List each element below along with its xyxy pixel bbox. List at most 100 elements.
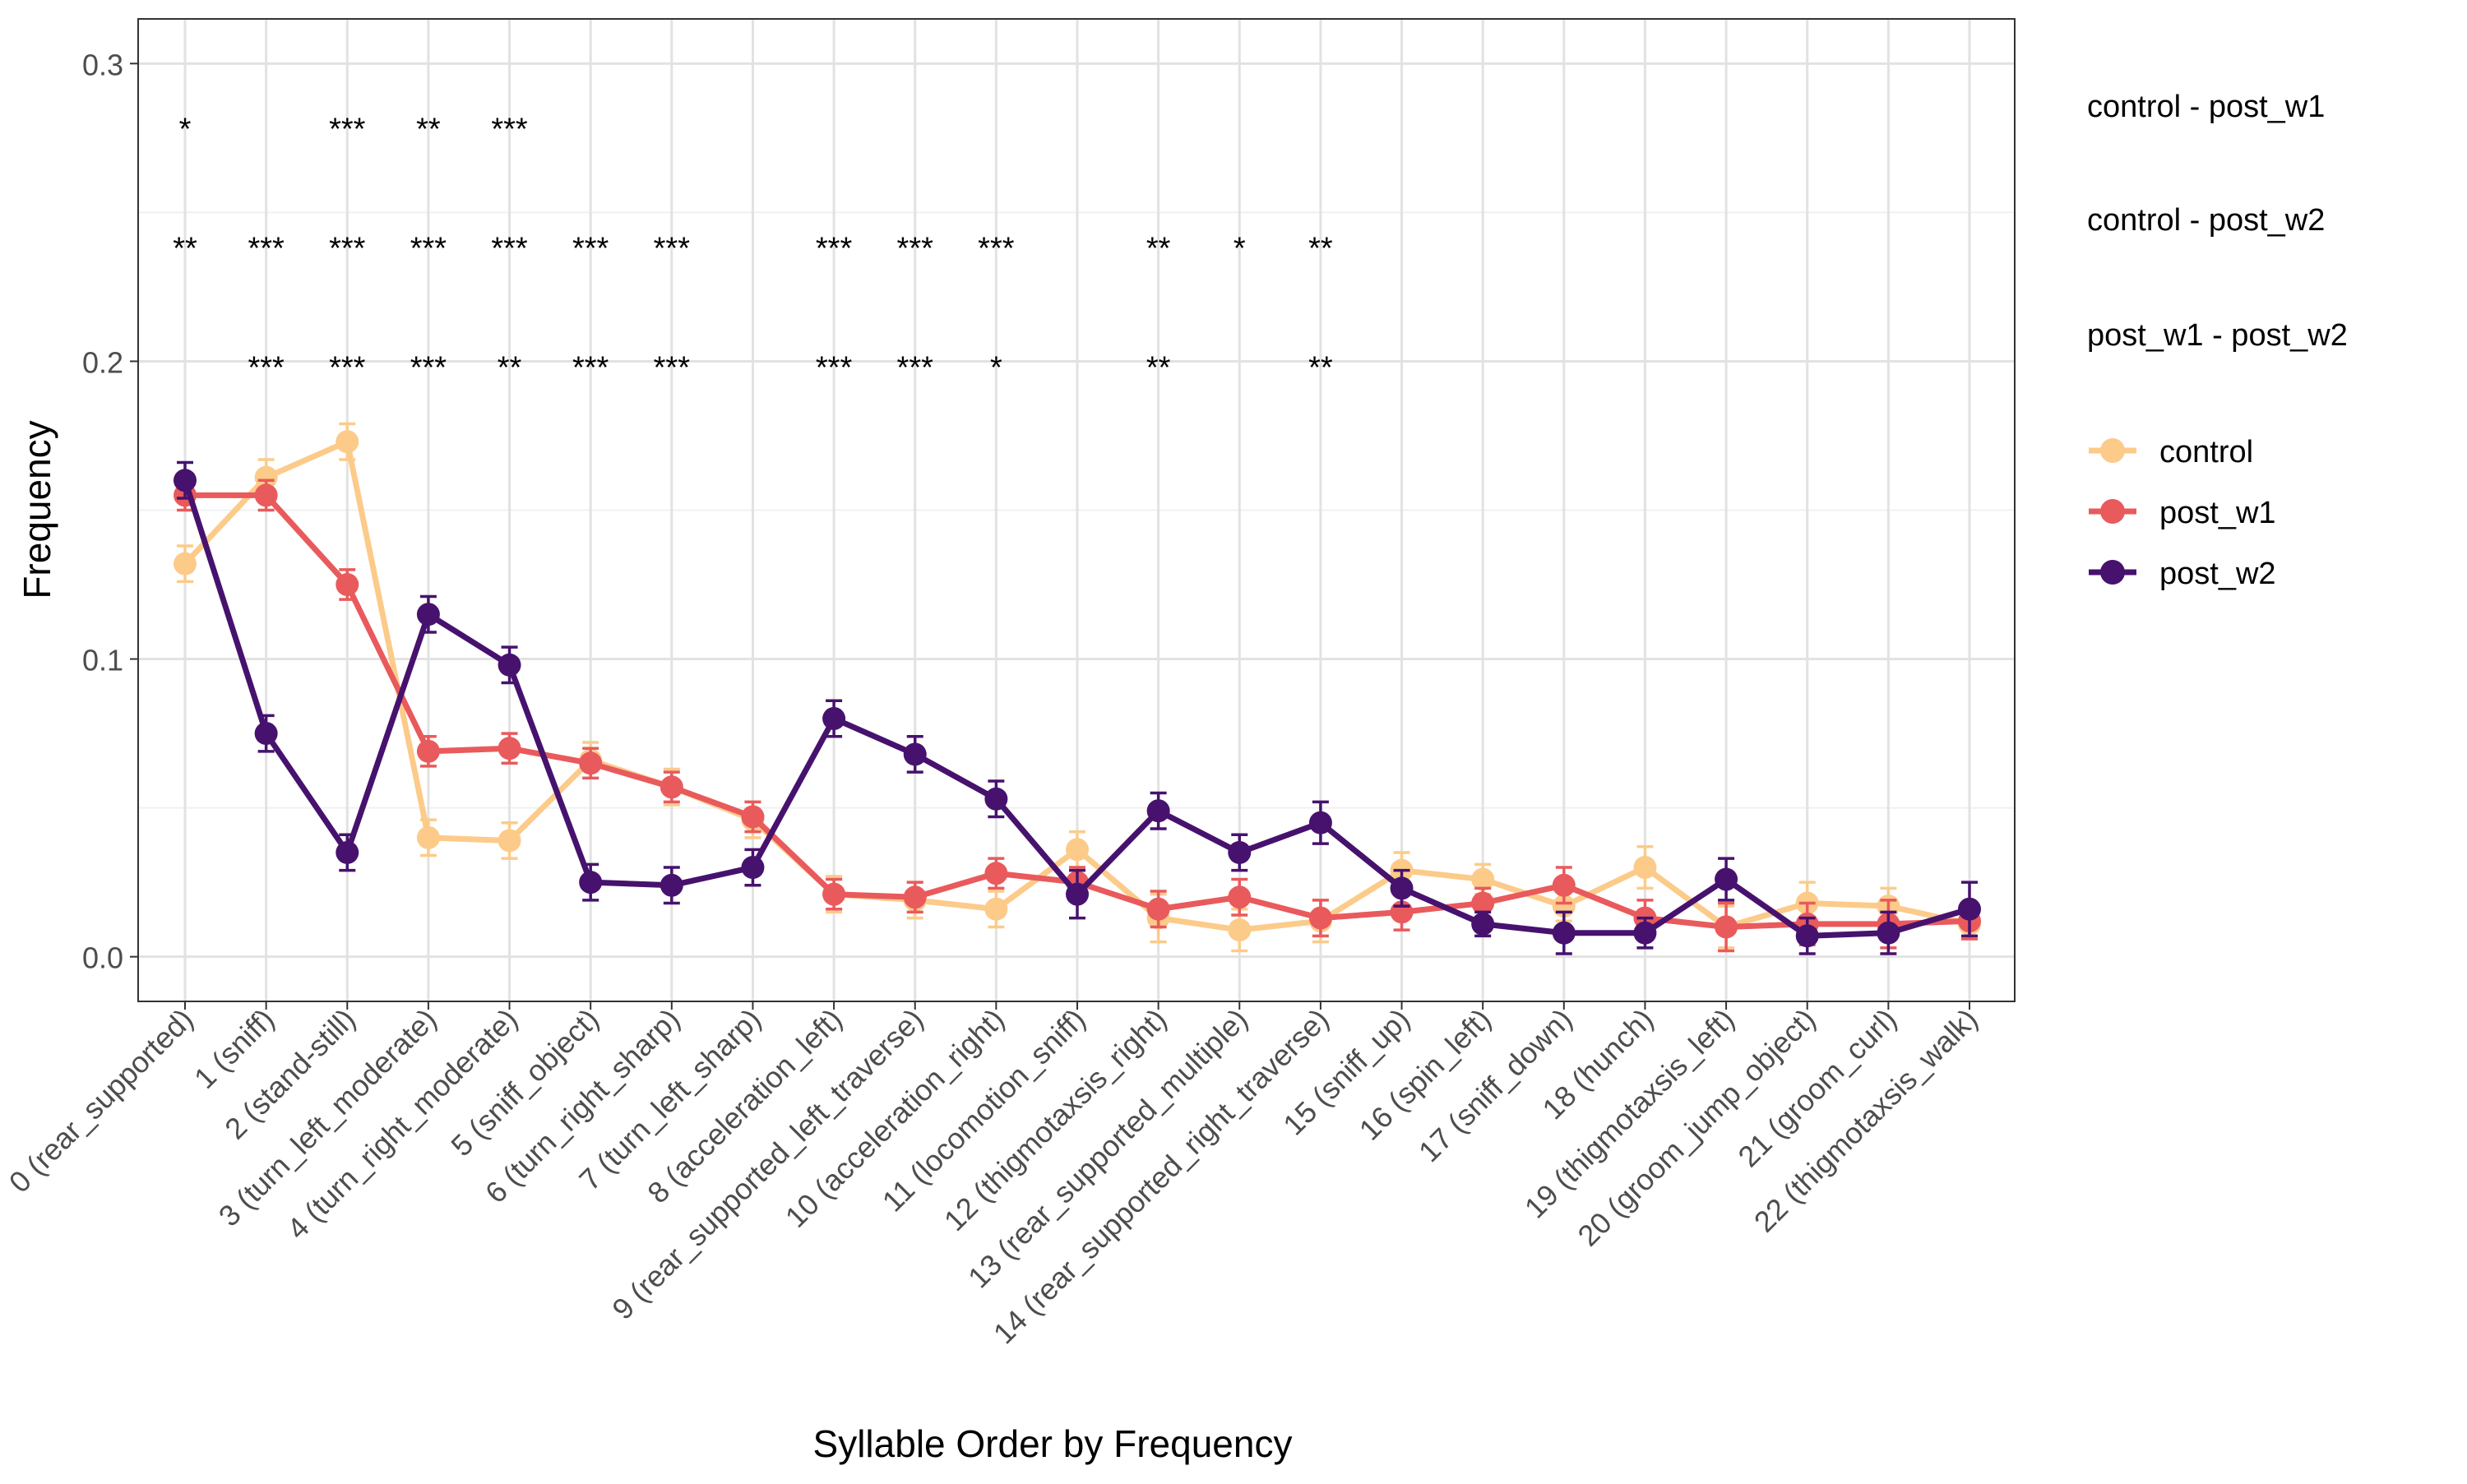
y-tick-label: 0.0 bbox=[82, 941, 123, 975]
data-point-control bbox=[1228, 918, 1252, 942]
data-point-post_w2 bbox=[903, 742, 927, 766]
data-point-post_w2 bbox=[1228, 840, 1252, 864]
significance-mark: *** bbox=[816, 350, 853, 385]
significance-mark: ** bbox=[1308, 350, 1333, 385]
data-point-post_w2 bbox=[1066, 882, 1089, 906]
significance-mark: ** bbox=[173, 232, 197, 266]
comparison-label: control - post_w2 bbox=[2087, 203, 2325, 238]
data-point-post_w2 bbox=[741, 856, 765, 880]
data-point-control bbox=[416, 825, 440, 849]
data-point-control bbox=[1633, 856, 1657, 880]
legend-label-post_w2: post_w2 bbox=[2159, 557, 2276, 591]
significance-mark: *** bbox=[410, 232, 447, 266]
data-point-control bbox=[1066, 838, 1089, 862]
significance-mark: *** bbox=[329, 350, 366, 385]
legend-key-point bbox=[2100, 438, 2125, 463]
data-point-post_w2 bbox=[1308, 811, 1332, 834]
data-point-post_w2 bbox=[1877, 921, 1900, 945]
data-point-post_w1 bbox=[1552, 873, 1576, 897]
data-point-post_w2 bbox=[822, 706, 846, 730]
significance-mark: * bbox=[179, 113, 192, 147]
data-point-post_w1 bbox=[1146, 897, 1170, 921]
x-tick-label: 0 (rear_supported) bbox=[2, 1002, 200, 1200]
data-point-post_w1 bbox=[1715, 915, 1738, 939]
significance-mark: *** bbox=[897, 232, 934, 266]
significance-mark: *** bbox=[978, 232, 1015, 266]
data-point-post_w2 bbox=[1390, 876, 1414, 900]
data-point-post_w1 bbox=[1471, 891, 1495, 915]
data-point-post_w2 bbox=[1471, 912, 1495, 936]
legend-label-control: control bbox=[2159, 435, 2253, 469]
significance-mark: *** bbox=[248, 350, 285, 385]
data-point-control bbox=[174, 552, 197, 576]
significance-mark: ** bbox=[498, 350, 522, 385]
data-point-control bbox=[254, 465, 278, 489]
legend-key-point bbox=[2100, 560, 2125, 585]
significance-mark: *** bbox=[654, 350, 691, 385]
x-axis-title: Syllable Order by Frequency bbox=[813, 1422, 1293, 1465]
data-point-post_w1 bbox=[903, 885, 927, 909]
data-point-post_w2 bbox=[984, 787, 1008, 811]
data-point-post_w1 bbox=[416, 739, 440, 763]
data-point-post_w2 bbox=[1795, 924, 1819, 948]
data-point-control bbox=[984, 897, 1008, 921]
significance-mark: *** bbox=[816, 232, 853, 266]
data-point-post_w1 bbox=[984, 862, 1008, 885]
data-point-post_w2 bbox=[174, 469, 197, 492]
data-point-post_w1 bbox=[660, 775, 683, 799]
data-point-post_w2 bbox=[660, 873, 683, 897]
significance-mark: *** bbox=[572, 350, 609, 385]
data-point-post_w1 bbox=[1228, 885, 1252, 909]
significance-mark: ** bbox=[1308, 232, 1333, 266]
data-point-post_w1 bbox=[254, 483, 278, 507]
legend-label-post_w1: post_w1 bbox=[2159, 496, 2276, 530]
significance-mark: *** bbox=[248, 232, 285, 266]
significance-mark: *** bbox=[410, 350, 447, 385]
y-tick-label: 0.1 bbox=[82, 644, 123, 677]
data-point-post_w1 bbox=[741, 805, 765, 829]
data-point-post_w2 bbox=[254, 722, 278, 746]
legend-key-point bbox=[2100, 499, 2125, 524]
series-post_w2 bbox=[174, 460, 1981, 955]
data-point-post_w1 bbox=[336, 573, 359, 597]
series-layer bbox=[174, 422, 1981, 955]
y-tick-label: 0.3 bbox=[82, 48, 123, 81]
significance-mark: *** bbox=[491, 232, 528, 266]
data-point-post_w2 bbox=[1715, 867, 1738, 891]
significance-mark: *** bbox=[897, 350, 934, 385]
significance-mark: *** bbox=[329, 113, 366, 147]
y-axis-title: Frequency bbox=[16, 420, 58, 599]
significance-mark: *** bbox=[572, 232, 609, 266]
significance-mark: *** bbox=[654, 232, 691, 266]
significance-mark: ** bbox=[1146, 232, 1171, 266]
data-point-post_w2 bbox=[1552, 921, 1576, 945]
significance-mark: * bbox=[1234, 232, 1246, 266]
grid-layer bbox=[138, 19, 2015, 1001]
data-point-post_w2 bbox=[579, 871, 603, 895]
data-point-post_w1 bbox=[498, 737, 521, 760]
significance-mark: *** bbox=[329, 232, 366, 266]
data-point-post_w2 bbox=[1633, 921, 1657, 945]
data-point-post_w2 bbox=[1958, 897, 1981, 921]
data-point-post_w2 bbox=[416, 603, 440, 626]
data-point-post_w2 bbox=[336, 840, 359, 864]
significance-mark: ** bbox=[1146, 350, 1171, 385]
significance-mark: * bbox=[990, 350, 1002, 385]
data-point-post_w2 bbox=[1146, 799, 1170, 823]
data-point-control bbox=[336, 430, 359, 454]
significance-mark: ** bbox=[416, 113, 441, 147]
data-point-post_w2 bbox=[498, 653, 521, 677]
y-tick-label: 0.2 bbox=[82, 345, 123, 379]
significance-layer: * *** ** ***** *** *** *** *** *** *** *** *** *** **… bbox=[173, 113, 1333, 386]
data-point-post_w1 bbox=[1308, 906, 1332, 930]
data-point-post_w1 bbox=[579, 751, 603, 775]
comparison-label: post_w1 - post_w2 bbox=[2087, 318, 2348, 353]
data-point-post_w1 bbox=[822, 882, 846, 906]
comparison-label: control - post_w1 bbox=[2087, 90, 2325, 124]
data-point-control bbox=[1471, 867, 1495, 891]
data-point-control bbox=[498, 829, 521, 853]
significance-mark: *** bbox=[491, 113, 528, 147]
